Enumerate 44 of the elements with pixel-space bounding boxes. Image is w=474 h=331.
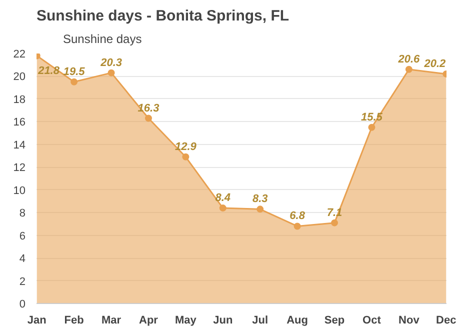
data-label: 8.3 — [252, 193, 268, 206]
x-tick-label: Jul — [252, 314, 268, 326]
y-tick-label: 4 — [19, 253, 26, 266]
point — [182, 153, 190, 160]
y-tick-label: 14 — [13, 139, 26, 152]
point — [405, 66, 412, 73]
point — [256, 206, 264, 213]
y-tick-label: 0 — [19, 298, 26, 310]
x-tick-label: Jan — [27, 314, 47, 326]
y-tick-label: 12 — [13, 162, 26, 174]
y-tick-label: 16 — [13, 116, 26, 129]
point — [108, 69, 115, 76]
point — [144, 114, 152, 122]
x-tick-label: Apr — [139, 314, 159, 326]
x-tick-label: Aug — [286, 314, 308, 326]
data-label: 6.8 — [290, 210, 306, 222]
point — [368, 124, 376, 131]
point — [70, 78, 78, 86]
data-label: 8.4 — [215, 192, 231, 204]
y-tick-label: 2 — [19, 276, 26, 288]
series-label: Sunshine days — [63, 32, 142, 46]
chart-title: Sunshine days - Bonita Springs, FL — [36, 8, 290, 24]
y-tick-label: 6 — [19, 230, 26, 242]
y-tick-label: 22 — [13, 48, 26, 60]
x-tick-label: Sep — [324, 314, 345, 326]
y-tick-label: 8 — [19, 208, 26, 220]
x-tick-label: Dec — [436, 314, 456, 326]
data-label: 20.3 — [100, 56, 122, 69]
x-tick-label: Feb — [64, 314, 84, 326]
point — [219, 204, 226, 212]
point — [294, 222, 301, 230]
x-tick-label: Oct — [362, 314, 382, 326]
x-tick-label: Jun — [213, 314, 233, 326]
y-tick-label: 10 — [13, 184, 26, 197]
x-tick-label: May — [174, 314, 198, 326]
point — [331, 219, 338, 226]
data-label: 20.2 — [423, 58, 446, 70]
data-label: 20.6 — [397, 53, 421, 66]
data-label: 19.5 — [63, 66, 86, 78]
data-label: 21.8 — [37, 64, 60, 77]
y-tick-label: 18 — [13, 94, 26, 106]
x-tick-label: Mar — [102, 314, 122, 326]
x-tick-label: Nov — [398, 314, 420, 326]
y-tick-label: 20 — [13, 71, 26, 84]
